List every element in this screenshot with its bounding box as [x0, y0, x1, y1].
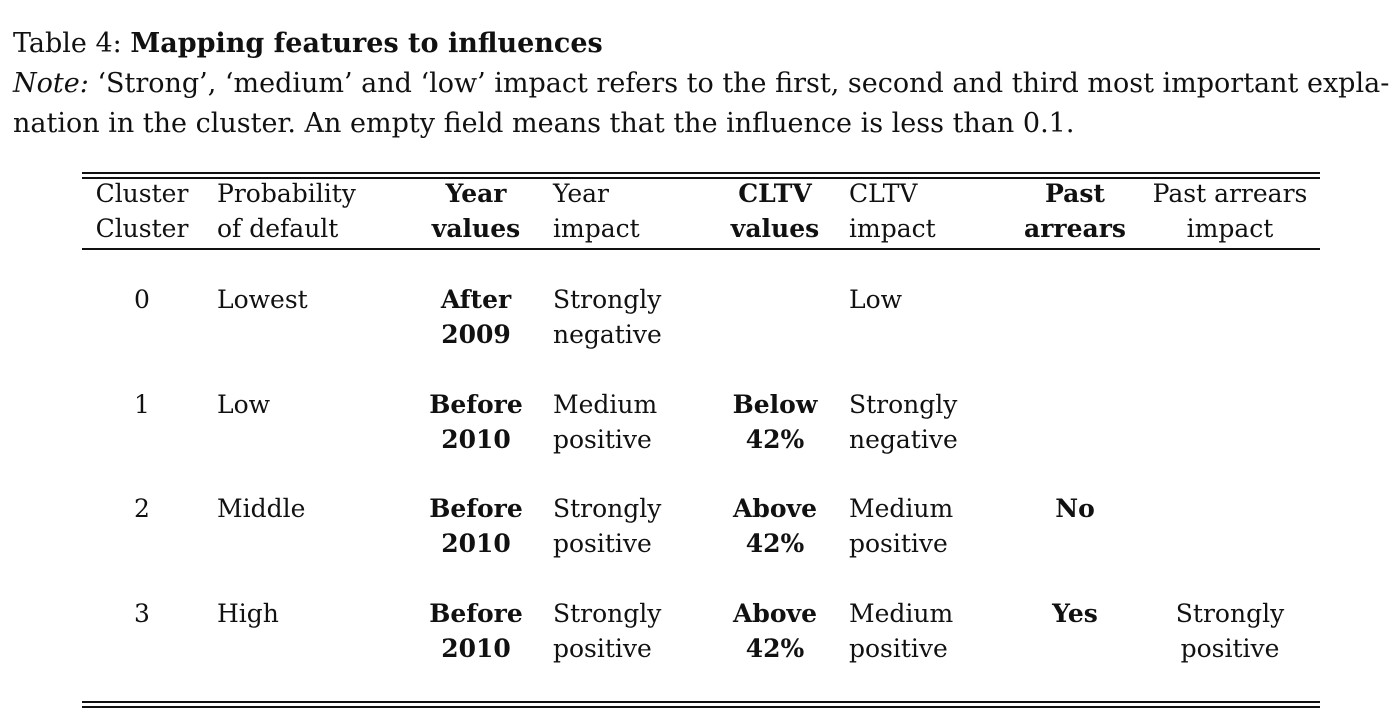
cell-probability: Middle	[217, 494, 306, 523]
table-top-rule-2	[82, 177, 1320, 179]
note-label: Note:	[13, 68, 89, 99]
cell-cltv-impact: Medium positive	[849, 491, 953, 561]
cell-cltv-values-line-2: 42%	[745, 634, 805, 663]
cell-year-values-line-2: 2010	[441, 529, 511, 558]
header-cltv-impact-line-1: CLTV	[849, 179, 918, 208]
header-year-impact-line-2: impact	[553, 214, 640, 243]
cell-year-impact-line-1: Strongly	[553, 599, 662, 628]
cell-cltv-values-line-1: Above	[733, 599, 817, 628]
header-cltv-values: CLTV values	[715, 176, 835, 246]
cell-year-values-line-1: Before	[429, 390, 523, 419]
header-year-values-line-1: Year	[445, 179, 507, 208]
cell-year-values-line-2: 2010	[441, 425, 511, 454]
header-year-values-line-2: values	[431, 214, 521, 243]
cell-cltv-values-line-2: 42%	[745, 425, 805, 454]
cell-past-arrears-impact-line-2: positive	[1180, 634, 1280, 663]
header-year-impact: Year impact	[553, 176, 640, 246]
header-past-arrears-impact: Past arrears impact	[1145, 176, 1315, 246]
header-probability-line-1: Probability	[217, 179, 356, 208]
cell-cltv-impact-line-1: Strongly	[849, 390, 958, 419]
caption-title-line: Table 4: Mapping features to influences	[13, 28, 603, 59]
cell-cltv-values-line-2: 42%	[745, 529, 805, 558]
table-title: Mapping features to influences	[130, 28, 603, 59]
cell-cltv-values: Below 42%	[715, 387, 835, 457]
cell-past-arrears-impact-line-1: Strongly	[1175, 599, 1285, 628]
cell-cluster: 2	[134, 494, 150, 523]
cell-year-values: Before 2010	[416, 596, 536, 666]
cell-past-arrears-impact: Strongly positive	[1145, 596, 1315, 666]
caption-note-line-1: Note: ‘Strong’, ‘medium’ and ‘low’ impac…	[13, 64, 1390, 104]
cell-year-impact-line-1: Strongly	[553, 494, 662, 523]
header-probability: Probability of default	[217, 176, 356, 246]
cell-cltv-values-line-1: Above	[733, 494, 817, 523]
cell-year-impact: Medium positive	[553, 387, 657, 457]
cell-cltv-impact-line-1: Medium	[849, 494, 954, 523]
cell-year-impact-line-2: positive	[553, 529, 652, 558]
cell-cltv-impact-line-1: Low	[849, 285, 903, 314]
table-top-rule-1	[82, 172, 1320, 174]
cell-past-arrears: Yes	[1052, 599, 1098, 628]
cell-year-impact-line-2: negative	[553, 320, 662, 349]
table-label: Table 4:	[13, 28, 122, 59]
table-caption: Table 4: Mapping features to influences …	[13, 24, 1390, 144]
cell-year-impact-line-1: Medium	[553, 390, 658, 419]
header-cluster-line-1: Cluster	[95, 179, 189, 208]
cell-cltv-values: Above 42%	[715, 491, 835, 561]
cell-year-values: After 2009	[416, 282, 536, 352]
header-year-values: Year values	[416, 176, 536, 246]
table-bottom-rule-2	[82, 706, 1320, 708]
cell-probability: Lowest	[217, 285, 308, 314]
cell-cluster: 1	[134, 390, 150, 419]
header-cluster: Cluster Cluster	[92, 176, 192, 246]
cell-probability: Low	[217, 390, 271, 419]
cell-cltv-impact-line-2: positive	[849, 634, 948, 663]
header-cluster-line-2: Cluster	[95, 214, 189, 243]
cell-cltv-impact-line-2: positive	[849, 529, 948, 558]
cell-cltv-impact: Strongly negative	[849, 387, 958, 457]
header-cltv-values-line-2: values	[730, 214, 820, 243]
cell-cltv-impact: Medium positive	[849, 596, 953, 666]
header-probability-line-2: of default	[217, 214, 339, 243]
cell-cltv-values: Above 42%	[715, 596, 835, 666]
header-cltv-impact: CLTV impact	[849, 176, 936, 246]
header-past-arrears: Past arrears	[1010, 176, 1140, 246]
cell-year-impact: Strongly positive	[553, 596, 661, 666]
header-past-arrears-line-2: arrears	[1024, 214, 1126, 243]
cell-cltv-values-line-1: Below	[732, 390, 818, 419]
header-past-arrears-impact-line-2: impact	[1186, 214, 1274, 243]
note-text-1: ‘Strong’, ‘medium’ and ‘low’ impact refe…	[97, 68, 1390, 99]
cell-cluster: 0	[134, 285, 150, 314]
cell-year-impact-line-2: positive	[553, 634, 652, 663]
header-cltv-values-line-1: CLTV	[738, 179, 812, 208]
cell-year-impact: Strongly positive	[553, 491, 661, 561]
cell-year-values-line-1: Before	[429, 599, 523, 628]
cell-cluster: 3	[134, 599, 150, 628]
cell-year-values: Before 2010	[416, 387, 536, 457]
cell-past-arrears: No	[1055, 494, 1095, 523]
cell-year-values: Before 2010	[416, 491, 536, 561]
table-bottom-rule-1	[82, 701, 1320, 703]
cell-year-values-line-2: 2010	[441, 634, 511, 663]
cell-year-values-line-1: Before	[429, 494, 523, 523]
header-past-arrears-line-1: Past	[1045, 179, 1105, 208]
header-year-impact-line-1: Year	[553, 179, 609, 208]
cell-year-impact: Strongly negative	[553, 282, 662, 352]
cell-year-values-line-1: After	[440, 285, 512, 314]
table-header-rule	[82, 248, 1320, 250]
cell-year-values-line-2: 2009	[441, 320, 511, 349]
header-cltv-impact-line-2: impact	[849, 214, 936, 243]
note-text-2: nation in the cluster. An empty field me…	[13, 108, 1075, 139]
cell-cltv-impact: Low	[849, 282, 902, 317]
header-past-arrears-impact-line-1: Past arrears	[1152, 179, 1308, 208]
cell-cltv-impact-line-1: Medium	[849, 599, 954, 628]
cell-cltv-impact-line-2: negative	[849, 425, 958, 454]
cell-year-impact-line-2: positive	[553, 425, 652, 454]
cell-probability: High	[217, 599, 279, 628]
cell-year-impact-line-1: Strongly	[553, 285, 662, 314]
